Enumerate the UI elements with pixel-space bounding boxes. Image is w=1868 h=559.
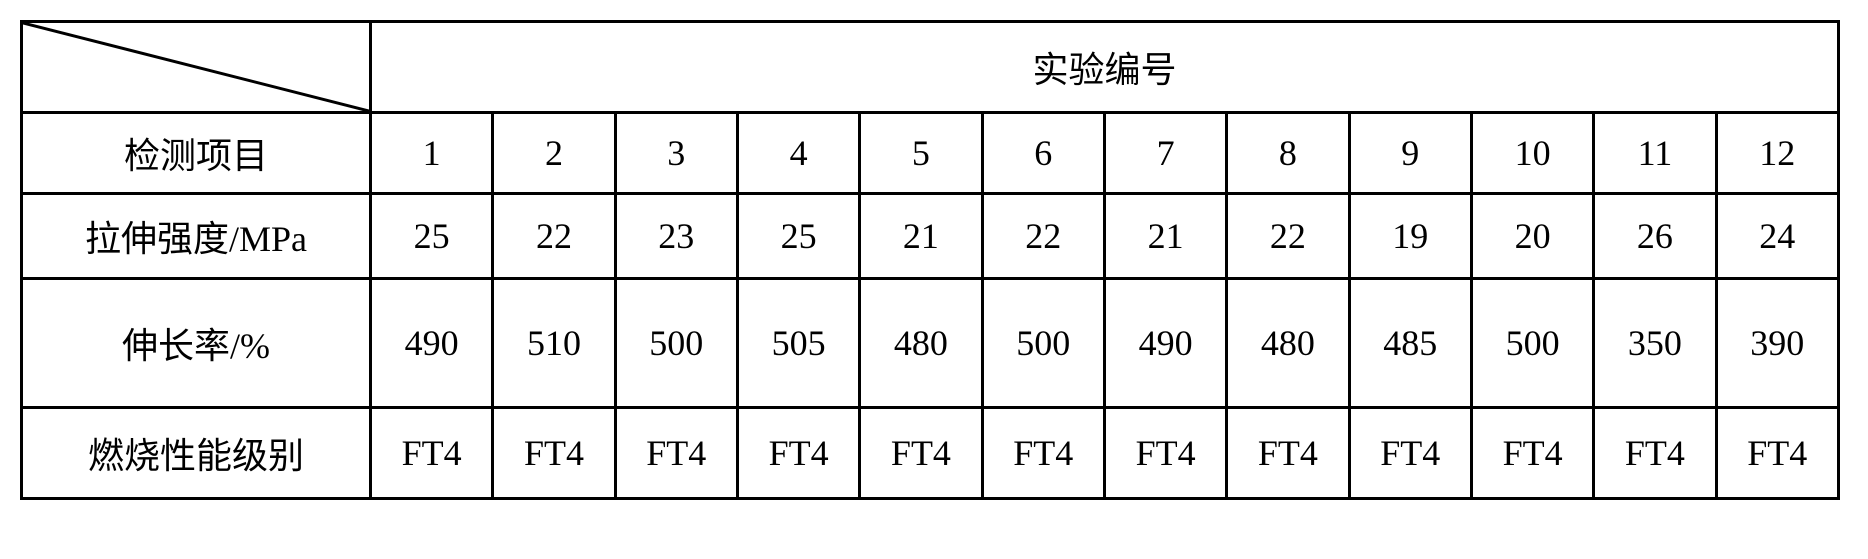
row-label: 伸长率/%	[22, 279, 371, 408]
table-cell: 480	[1227, 279, 1349, 408]
col-header: 3	[615, 113, 737, 194]
table-cell: 19	[1349, 194, 1471, 279]
col-header: 5	[860, 113, 982, 194]
table-cell: 490	[370, 279, 492, 408]
table-cell: 25	[370, 194, 492, 279]
table-cell: 490	[1104, 279, 1226, 408]
row-header-label: 检测项目	[22, 113, 371, 194]
col-header: 2	[493, 113, 615, 194]
table-cell: FT4	[1471, 408, 1593, 499]
table-cell: 23	[615, 194, 737, 279]
table-cell: FT4	[1227, 408, 1349, 499]
table-cell: 350	[1594, 279, 1716, 408]
col-header: 8	[1227, 113, 1349, 194]
table-cell: FT4	[493, 408, 615, 499]
table-cell: FT4	[1349, 408, 1471, 499]
table-cell: FT4	[615, 408, 737, 499]
table-cell: 22	[493, 194, 615, 279]
col-header: 7	[1104, 113, 1226, 194]
table-cell: 22	[982, 194, 1104, 279]
table-cell: 20	[1471, 194, 1593, 279]
table-cell: FT4	[1594, 408, 1716, 499]
table-cell: FT4	[1104, 408, 1226, 499]
table-cell: 25	[737, 194, 859, 279]
col-header: 1	[370, 113, 492, 194]
table-cell: FT4	[860, 408, 982, 499]
table-cell: 500	[982, 279, 1104, 408]
col-header: 11	[1594, 113, 1716, 194]
table-cell: 390	[1716, 279, 1838, 408]
row-label: 拉伸强度/MPa	[22, 194, 371, 279]
diagonal-header-cell	[22, 22, 371, 113]
col-header: 12	[1716, 113, 1838, 194]
columns-group-header: 实验编号	[370, 22, 1838, 113]
table-cell: FT4	[737, 408, 859, 499]
col-header: 4	[737, 113, 859, 194]
table-cell: FT4	[982, 408, 1104, 499]
table-cell: 24	[1716, 194, 1838, 279]
table-cell: 485	[1349, 279, 1471, 408]
col-header: 9	[1349, 113, 1471, 194]
table-cell: 500	[615, 279, 737, 408]
table-cell: FT4	[370, 408, 492, 499]
table-cell: 22	[1227, 194, 1349, 279]
experiment-results-table: 实验编号检测项目123456789101112 拉伸强度/MPa 25 22 2…	[20, 20, 1840, 500]
table-cell: 480	[860, 279, 982, 408]
table-cell: 21	[860, 194, 982, 279]
table-cell: 510	[493, 279, 615, 408]
table-cell: 26	[1594, 194, 1716, 279]
col-header: 6	[982, 113, 1104, 194]
table-cell: 500	[1471, 279, 1593, 408]
col-header: 10	[1471, 113, 1593, 194]
row-label: 燃烧性能级别	[22, 408, 371, 499]
table-cell: FT4	[1716, 408, 1838, 499]
table-cell: 21	[1104, 194, 1226, 279]
table-cell: 505	[737, 279, 859, 408]
